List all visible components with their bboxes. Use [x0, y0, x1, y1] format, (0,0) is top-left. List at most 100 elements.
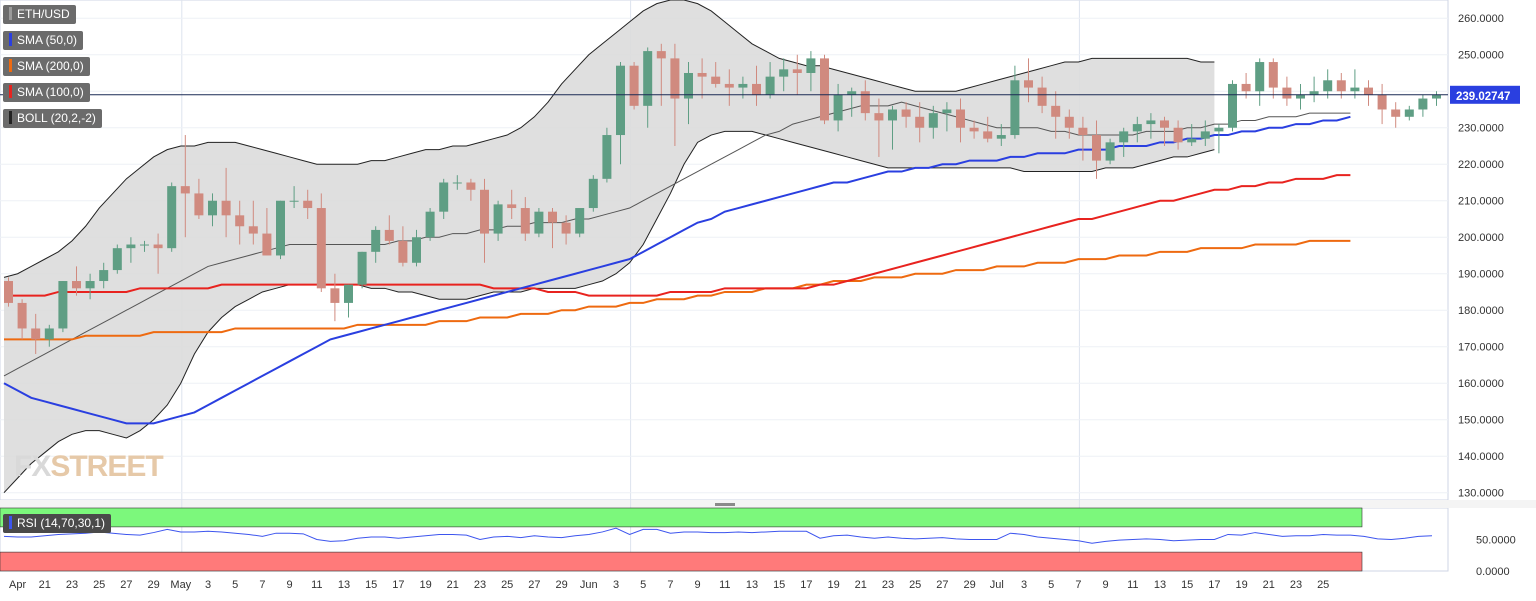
x-tick-label: Jul [990, 579, 1004, 591]
candle-body [384, 229, 394, 241]
tag-sma100-label: SMA (100,0) [17, 85, 84, 99]
rsi-swatch [9, 516, 12, 529]
x-tick-label: May [170, 579, 191, 591]
candle-body [466, 182, 476, 190]
candle-body [1377, 94, 1387, 110]
candle-body [1241, 83, 1251, 92]
bollinger-lower-line [3, 130, 1215, 494]
candle-body [235, 215, 245, 227]
x-tick-label: 29 [555, 579, 567, 591]
candle-body [1105, 142, 1115, 161]
candle-body [1255, 62, 1265, 92]
splitter-handle-icon [715, 503, 735, 506]
candle-body [1418, 98, 1428, 110]
candle-body [1119, 131, 1129, 143]
candle-body [874, 113, 884, 121]
x-tick-label: 9 [1103, 579, 1109, 591]
x-tick-label: 25 [501, 579, 513, 591]
candle-body [221, 200, 231, 216]
tag-rsi-label: RSI (14,70,30,1) [17, 516, 106, 530]
x-tick-label: 21 [855, 579, 867, 591]
candle-body [656, 51, 666, 59]
x-tick-label: 25 [909, 579, 921, 591]
candle-body [1037, 87, 1047, 106]
x-tick-label: 25 [1317, 579, 1329, 591]
y-tick-label: 170.0000 [1458, 342, 1504, 354]
candle-body [711, 76, 721, 84]
x-tick-label: 23 [66, 579, 78, 591]
bollinger-upper-line [3, 0, 1215, 278]
x-tick-label: 13 [746, 579, 758, 591]
sma200-line [4, 239, 1351, 341]
rsi-tick-label: 0.0000 [1476, 566, 1510, 578]
x-tick-label: 29 [963, 579, 975, 591]
candle-body [956, 109, 965, 128]
x-tick-label: 3 [1021, 579, 1027, 591]
x-tick-label: 5 [232, 579, 238, 591]
candle-body [616, 65, 625, 136]
candle-body [901, 109, 911, 117]
sma50-swatch [9, 33, 12, 46]
candle-body [439, 182, 449, 212]
rsi-tick-label: 50.0000 [1476, 535, 1516, 547]
x-tick-label: 21 [39, 579, 51, 591]
candle-body [847, 91, 857, 95]
candle-body [1160, 120, 1169, 128]
candle-body [248, 226, 258, 234]
candle-body [1092, 135, 1101, 161]
candle-body [289, 200, 299, 202]
candle-body [1078, 127, 1088, 136]
candle-body [357, 251, 367, 285]
candle-body [1228, 83, 1237, 128]
candle-body [452, 182, 462, 184]
y-tick-label: 140.0000 [1458, 451, 1504, 463]
candle-body [1200, 131, 1210, 139]
candle-body [17, 302, 27, 329]
candle-body [140, 244, 149, 246]
candle-body [1309, 91, 1319, 95]
x-tick-label: 3 [205, 579, 211, 591]
x-tick-label: 7 [259, 579, 265, 591]
candle-body [1296, 94, 1305, 99]
candle-body [820, 58, 829, 121]
y-tick-label: 160.0000 [1458, 378, 1504, 390]
bollinger-band-fill [4, 0, 1215, 493]
tag-sma200[interactable]: SMA (200,0) [3, 57, 90, 76]
y-tick-label: 190.0000 [1458, 269, 1504, 281]
candle-body [167, 186, 177, 249]
tag-sma200-label: SMA (200,0) [17, 59, 84, 73]
candle-body [833, 94, 843, 121]
candle-body [915, 116, 925, 128]
candle-body [72, 281, 81, 289]
candle-body [806, 58, 816, 73]
candle-body [208, 200, 217, 216]
y-tick-label: 220.0000 [1458, 159, 1504, 171]
x-tick-label: 25 [93, 579, 105, 591]
tag-boll[interactable]: BOLL (20,2,-2) [3, 109, 102, 128]
sma50-line [3, 115, 1351, 425]
tag-sma100[interactable]: SMA (100,0) [3, 83, 90, 102]
candle-body [1024, 80, 1033, 88]
tag-rsi[interactable]: RSI (14,70,30,1) [3, 514, 112, 533]
tag-pair[interactable]: ETH/USD [3, 5, 76, 24]
candle-body [1214, 127, 1224, 132]
x-tick-label: 23 [882, 579, 894, 591]
tag-pair-label: ETH/USD [17, 7, 70, 21]
candle-body [153, 244, 163, 249]
candle-body [561, 222, 571, 234]
x-tick-label: 19 [827, 579, 839, 591]
x-tick-label: 5 [640, 579, 646, 591]
x-tick-label: 3 [613, 579, 619, 591]
x-tick-label: 11 [1127, 579, 1138, 591]
tag-sma50[interactable]: SMA (50,0) [3, 31, 84, 50]
candle-body [493, 204, 503, 234]
x-tick-label: 23 [474, 579, 486, 591]
candle-body [1282, 87, 1292, 99]
y-tick-label: 230.0000 [1458, 123, 1504, 135]
x-tick-label: 17 [800, 579, 812, 591]
candle-body [1323, 80, 1333, 92]
candle-body [697, 72, 707, 77]
x-tick-label: 13 [338, 579, 350, 591]
